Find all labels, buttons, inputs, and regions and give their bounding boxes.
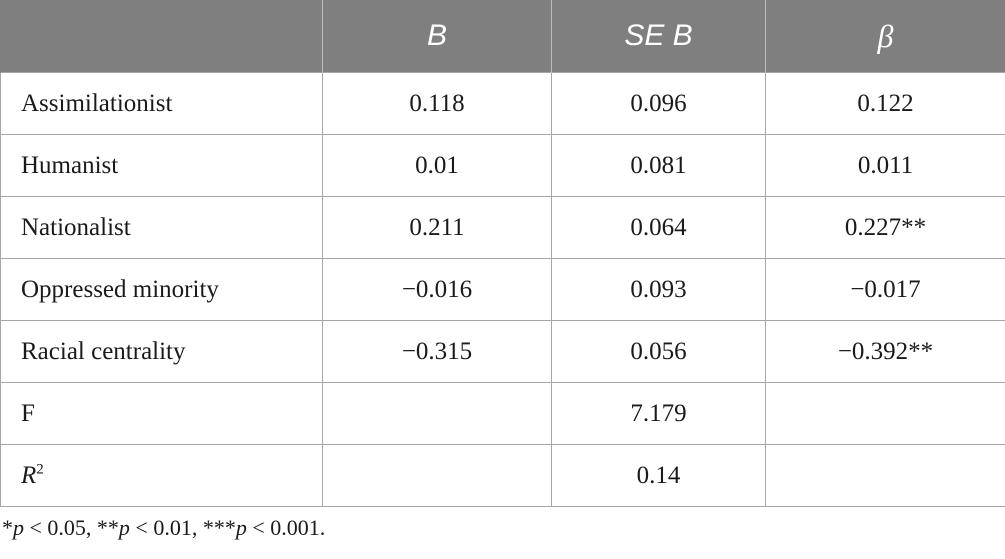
table-row: Humanist 0.01 0.081 0.011 — [0, 134, 1005, 197]
cell-beta: 0.011 — [765, 134, 1005, 197]
table-row: Nationalist 0.211 0.064 0.227** — [0, 196, 1005, 259]
cell-se-b: 0.14 — [551, 444, 766, 507]
cell-beta: 0.227** — [765, 196, 1005, 259]
r-squared-symbol: R — [21, 461, 37, 489]
cell-se-b: 0.093 — [551, 258, 766, 321]
footnote-p-2: p — [118, 515, 130, 540]
cell-se-b: 0.056 — [551, 320, 766, 383]
cell-beta: −0.392** — [765, 320, 1005, 383]
cell-beta — [765, 444, 1005, 507]
table-row: Racial centrality −0.315 0.056 −0.392** — [0, 320, 1005, 383]
table-row: Assimilationist 0.118 0.096 0.122 — [0, 72, 1005, 135]
header-se-b: SE B — [551, 0, 766, 73]
footnote-threshold-3: < 0.001. — [246, 515, 326, 540]
row-label: Racial centrality — [0, 320, 323, 383]
footnote-p-3: p — [235, 515, 247, 540]
row-label-r-squared: R2 — [0, 444, 323, 507]
cell-se-b: 7.179 — [551, 382, 766, 445]
footnote-threshold-2: < 0.01, — [129, 515, 203, 540]
cell-beta: 0.122 — [765, 72, 1005, 135]
cell-b: −0.016 — [322, 258, 552, 321]
r-squared-exponent: 2 — [36, 461, 44, 478]
cell-b — [322, 444, 552, 507]
cell-b — [322, 382, 552, 445]
cell-b: −0.315 — [322, 320, 552, 383]
cell-beta — [765, 382, 1005, 445]
footnote-p-1: p — [13, 515, 24, 540]
header-beta: β — [765, 0, 1005, 73]
cell-beta: −0.017 — [765, 258, 1005, 321]
cell-se-b: 0.096 — [551, 72, 766, 135]
row-label: Nationalist — [0, 196, 323, 259]
footnote-stars-1: * — [2, 515, 13, 540]
table-row: R2 0.14 — [0, 444, 1005, 507]
header-b: B — [322, 0, 552, 73]
footnote-stars-2: ** — [96, 515, 119, 540]
regression-table: B SE B β Assimilationist 0.118 0.096 0.1… — [0, 0, 1005, 507]
footnote-stars-3: *** — [202, 515, 236, 540]
footnote-threshold-1: < 0.05, — [24, 515, 97, 540]
cell-se-b: 0.064 — [551, 196, 766, 259]
row-label: F — [0, 382, 323, 445]
row-label: Assimilationist — [0, 72, 323, 135]
row-label: Humanist — [0, 134, 323, 197]
cell-b: 0.118 — [322, 72, 552, 135]
header-blank — [0, 0, 323, 73]
cell-b: 0.01 — [322, 134, 552, 197]
table-row: Oppressed minority −0.016 0.093 −0.017 — [0, 258, 1005, 321]
cell-b: 0.211 — [322, 196, 552, 259]
table-row: F 7.179 — [0, 382, 1005, 445]
row-label: Oppressed minority — [0, 258, 323, 321]
significance-footnote: *p < 0.05, **p < 0.01, ***p < 0.001. — [2, 515, 325, 541]
header-row: B SE B β — [0, 0, 1005, 73]
cell-se-b: 0.081 — [551, 134, 766, 197]
